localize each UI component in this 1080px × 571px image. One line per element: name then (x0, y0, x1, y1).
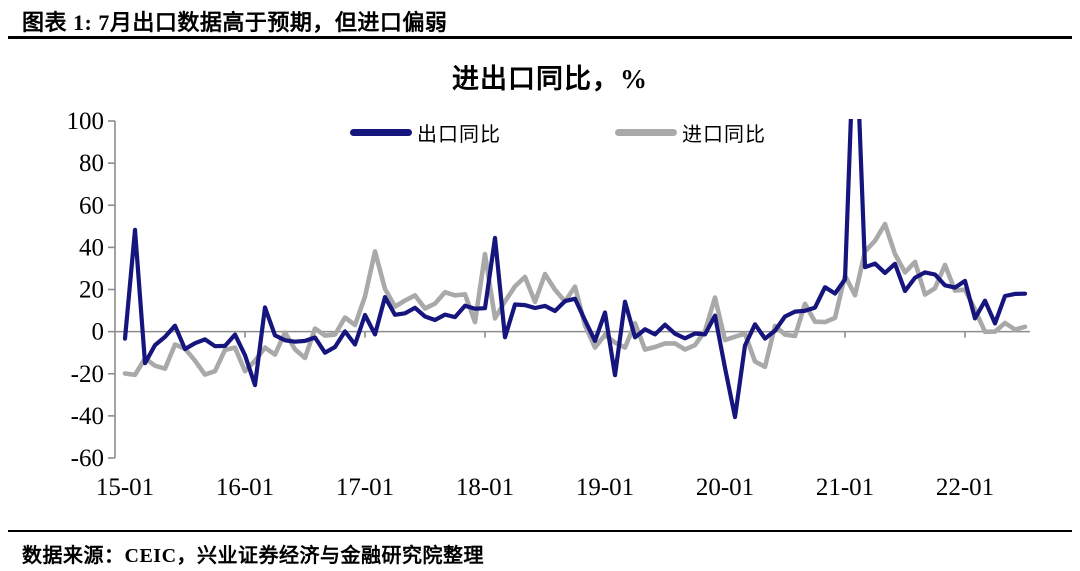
x-tick-label: 15-01 (96, 474, 154, 501)
legend-item-import: 进口同比 (615, 121, 766, 146)
x-tick-label: 16-01 (216, 474, 274, 501)
data-source-note: 数据来源：CEIC，兴业证券经济与金融研究院整理 (22, 545, 485, 567)
x-tick-label: 21-01 (816, 474, 874, 501)
y-tick-label: 60 (79, 192, 104, 219)
footer-divider (8, 530, 1072, 532)
x-tick-label: 18-01 (456, 474, 514, 501)
x-tick-label: 22-01 (936, 474, 994, 501)
y-tick-label: -40 (71, 403, 104, 430)
legend-label-export: 出口同比 (417, 123, 501, 146)
legend-label-import: 进口同比 (682, 123, 766, 146)
import-line-swatch (615, 128, 677, 136)
y-tick-label: -20 (71, 361, 104, 388)
x-tick-label: 20-01 (696, 474, 754, 501)
y-tick-label: -60 (71, 445, 104, 472)
x-tick-label: 19-01 (576, 474, 634, 501)
y-tick-label: 0 (92, 319, 105, 346)
chart-title: 进出口同比，% (452, 64, 648, 94)
legend-item-export: 出口同比 (350, 121, 501, 146)
header-divider (8, 36, 1072, 39)
figure-title: 图表 1: 7月出口数据高于预期，但进口偏弱 (22, 10, 448, 35)
import-line (122, 221, 1028, 378)
export-line (122, 119, 1028, 420)
y-tick-label: 20 (79, 277, 104, 304)
export-line-swatch (350, 128, 412, 136)
x-tick-label: 17-01 (336, 474, 394, 501)
y-tick-label: 100 (67, 108, 105, 135)
y-tick-label: 40 (79, 234, 104, 261)
y-tick-label: 80 (79, 150, 104, 177)
